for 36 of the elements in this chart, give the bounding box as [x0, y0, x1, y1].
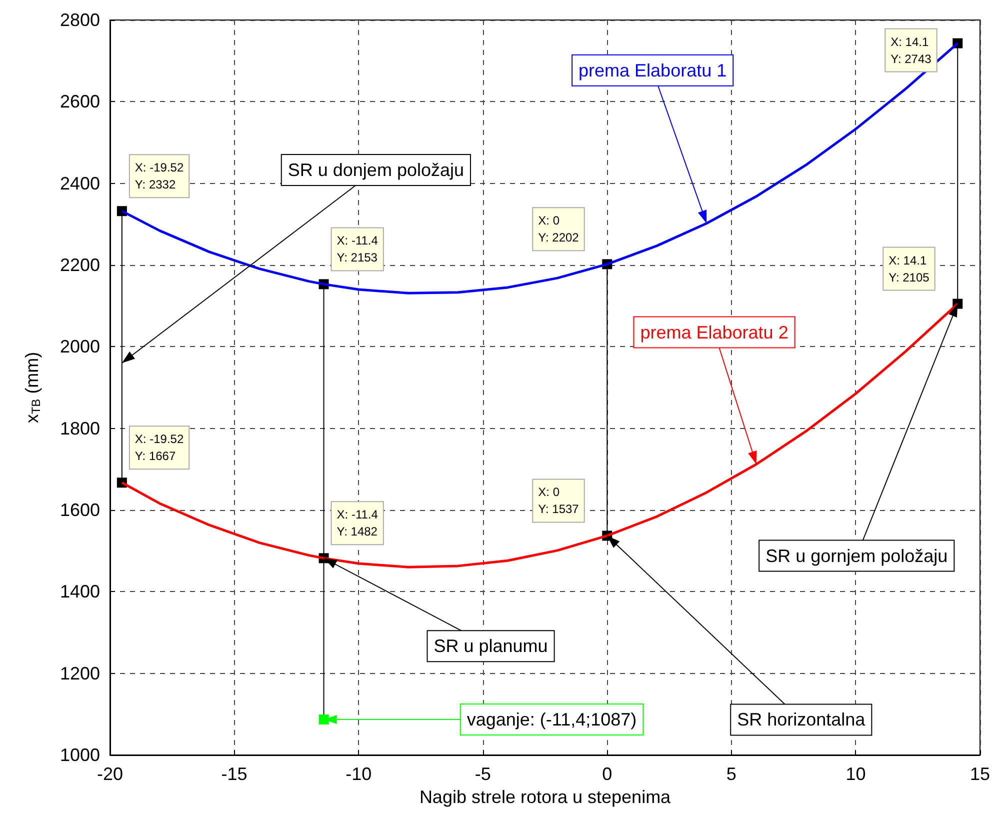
annotation: X: -11.4 Y: 1482: [336, 508, 378, 539]
y-tick-label: 1000: [60, 745, 100, 765]
x-tick-label: 10: [846, 764, 866, 784]
x-tick-label: 5: [726, 764, 736, 784]
annotation: X: 0 Y: 1537: [538, 485, 580, 516]
annotation: SR u gornjem položaju: [766, 546, 948, 566]
point: [318, 714, 329, 724]
y-tick-label: 2600: [60, 92, 100, 112]
annotation: SR u donjem položaju: [288, 160, 464, 180]
x-tick-label: -10: [346, 764, 372, 784]
y-tick-label: 2000: [60, 336, 100, 357]
annotation: X: -11.4 Y: 2153: [336, 234, 378, 265]
x-tick-label: -20: [96, 764, 124, 784]
y-tick-label: 1200: [60, 663, 100, 684]
annotation: vaganje: (-11,4;1087): [466, 709, 637, 730]
x-axis-title: Nagib strele rotora u stepenima: [419, 786, 672, 807]
y-tick-label: 2400: [60, 173, 100, 194]
annotation: X: -19.52 Y: 1667: [134, 432, 184, 464]
annotation: X: -19.52 Y: 2332: [134, 160, 184, 192]
x-tick-label: -5: [474, 764, 491, 784]
annotation: X: 14.1 Y: 2743: [890, 34, 932, 66]
y-tick-label: 1400: [60, 582, 100, 602]
y-axis-title: xTB (mm): [22, 352, 43, 424]
x-tick-label: 15: [970, 764, 990, 784]
text: prema Elaboratu 2: [640, 322, 788, 342]
y-tick-label: 2200: [60, 255, 100, 275]
y-tick-label: 1600: [60, 500, 100, 520]
annotation: SR u planumu: [434, 636, 548, 656]
annotation: X: 14.1 Y: 2105: [888, 253, 930, 284]
x-tick-label: 0: [602, 764, 612, 784]
text: prema Elaboratu 1: [578, 60, 727, 80]
y-tick-label: 2800: [60, 10, 100, 30]
annotation: SR horizontalna: [737, 710, 866, 730]
x-tick-label: -15: [221, 764, 248, 784]
y-tick-label: 1800: [60, 418, 100, 438]
annotation: X: 0 Y: 2202: [538, 214, 580, 245]
